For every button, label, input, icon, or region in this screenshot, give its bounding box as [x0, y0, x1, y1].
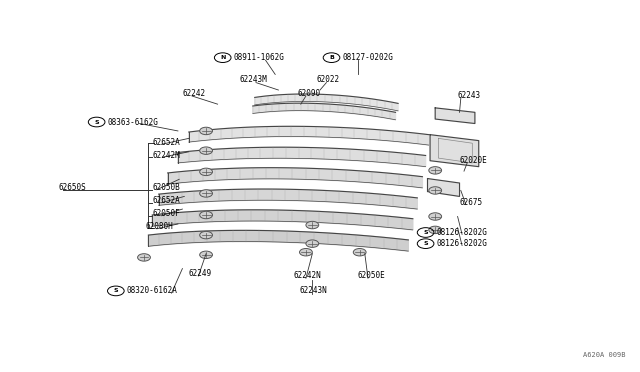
Text: 62050F: 62050F [152, 209, 180, 218]
Text: S: S [423, 241, 428, 246]
Text: 62249: 62249 [189, 269, 212, 278]
Circle shape [200, 168, 212, 176]
Text: 08911-1062G: 08911-1062G [234, 53, 284, 62]
Circle shape [200, 211, 212, 219]
Text: S: S [94, 119, 99, 125]
Text: 62243M: 62243M [240, 76, 268, 84]
Text: 62080H: 62080H [146, 222, 173, 231]
Text: N: N [220, 55, 225, 60]
Text: 62022: 62022 [317, 76, 340, 84]
Polygon shape [148, 230, 408, 251]
Text: 62243: 62243 [458, 92, 481, 100]
Text: S: S [423, 230, 428, 235]
Text: 62242N: 62242N [293, 271, 321, 280]
Polygon shape [159, 189, 417, 209]
Text: 62243N: 62243N [300, 286, 327, 295]
Polygon shape [152, 210, 413, 230]
Text: 08127-0202G: 08127-0202G [342, 53, 393, 62]
Text: 08320-6162A: 08320-6162A [127, 286, 177, 295]
Circle shape [429, 167, 442, 174]
Text: 62675: 62675 [460, 198, 483, 207]
Circle shape [200, 147, 212, 154]
Circle shape [300, 248, 312, 256]
Text: 62652A: 62652A [152, 138, 180, 147]
Polygon shape [189, 126, 429, 145]
Text: 62020E: 62020E [460, 156, 487, 165]
Circle shape [200, 190, 212, 197]
Text: 62090: 62090 [298, 89, 321, 98]
Polygon shape [168, 168, 422, 188]
Text: 62652A: 62652A [152, 196, 180, 205]
Circle shape [429, 213, 442, 220]
Circle shape [200, 251, 212, 259]
Text: A620A 009B: A620A 009B [584, 352, 626, 358]
Polygon shape [430, 135, 479, 167]
Text: B: B [329, 55, 334, 60]
Circle shape [200, 127, 212, 135]
Polygon shape [428, 179, 460, 196]
Circle shape [138, 254, 150, 261]
Text: S: S [113, 288, 118, 294]
Polygon shape [435, 108, 475, 124]
Polygon shape [253, 103, 396, 120]
Circle shape [306, 240, 319, 247]
Text: 08126-8202G: 08126-8202G [436, 239, 487, 248]
Circle shape [200, 231, 212, 239]
Polygon shape [255, 94, 398, 111]
Text: 62050B: 62050B [152, 183, 180, 192]
Text: 62050E: 62050E [357, 271, 385, 280]
Text: 08363-6162G: 08363-6162G [108, 118, 158, 126]
Circle shape [429, 187, 442, 194]
Circle shape [429, 226, 442, 234]
Text: 08126-8202G: 08126-8202G [436, 228, 487, 237]
Text: 62242M: 62242M [152, 151, 180, 160]
Circle shape [306, 221, 319, 229]
Text: 62242: 62242 [182, 89, 205, 98]
Polygon shape [178, 147, 426, 167]
Text: 62650S: 62650S [59, 183, 86, 192]
Circle shape [353, 248, 366, 256]
